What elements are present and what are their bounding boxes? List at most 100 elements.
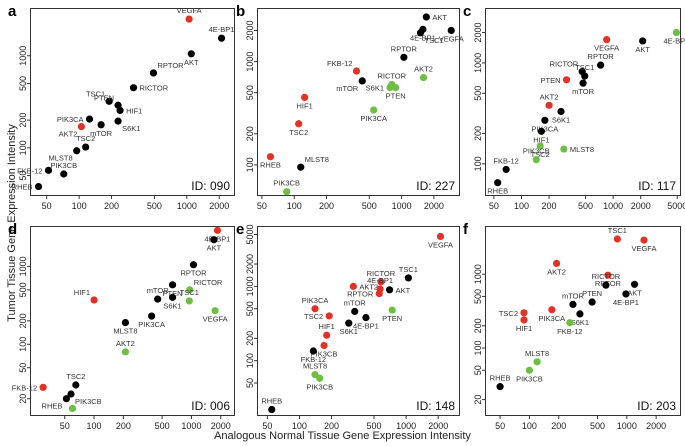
data-label: TSC1	[86, 89, 105, 98]
data-label: AKT	[207, 244, 222, 253]
data-point-vegfa	[211, 307, 219, 315]
data-label: VEGFA	[177, 6, 202, 15]
data-label: AKT	[396, 286, 411, 295]
data-point-4e-bp1	[622, 290, 630, 298]
y-tick-label: 100	[18, 337, 28, 352]
data-point-pik3cb	[532, 156, 540, 164]
data-label: RICTOR	[377, 71, 406, 80]
data-label: AKT2	[540, 92, 559, 101]
data-point-mtor	[154, 295, 162, 303]
y-tick-label: 100	[245, 353, 255, 368]
data-point-pten	[562, 76, 571, 84]
panel-letter-d: d	[8, 221, 18, 238]
panel-id-label: ID: 227	[416, 179, 455, 193]
data-point-tsc2	[520, 309, 528, 317]
data-point-mlst8	[533, 358, 541, 366]
data-point-akt2	[419, 73, 428, 82]
figure-x-axis-label: Analogous Normal Tissue Gene Expression …	[214, 430, 471, 442]
data-point-rictor	[186, 286, 194, 294]
data-label: TSC2	[499, 309, 518, 318]
data-label: VEGFA	[594, 44, 619, 53]
data-label: S6K1	[552, 116, 570, 125]
plot-frame	[257, 8, 460, 196]
x-tick-label: 100	[514, 201, 529, 211]
y-tick-label: 1000	[18, 256, 28, 276]
data-point-hif1	[90, 296, 98, 304]
y-tick-label: 1000	[18, 46, 28, 66]
scatter-panel-f: 50 100 200 500 1000 2000 20 50 100 200 500 1000 TSC1…	[473, 226, 681, 431]
data-label: mTOR	[344, 298, 367, 307]
data-point-s6k1	[576, 310, 584, 318]
data-point-hif1	[323, 331, 331, 339]
y-tick-label: 1000	[245, 52, 255, 72]
data-label: 4E-BP1	[209, 25, 235, 34]
data-point-vegfa	[436, 232, 445, 241]
data-label: VEGFA	[428, 240, 453, 249]
panel-letter-f: f	[463, 221, 468, 238]
data-label: PTEN	[582, 289, 602, 298]
data-label: mTOR	[336, 84, 359, 93]
panel-id-label: ID: 148	[416, 399, 455, 413]
data-point-pik3cb	[60, 170, 68, 178]
data-label: PTEN	[386, 92, 406, 101]
y-tick-label: 200	[245, 331, 255, 346]
data-label: HIF1	[319, 322, 335, 331]
data-label: PIK3CB	[516, 374, 543, 383]
data-label: S6K1	[163, 301, 181, 310]
data-point-akt	[187, 50, 195, 58]
panel-id-label: ID: 090	[191, 179, 230, 193]
data-label: PIK3CA	[138, 320, 165, 329]
data-label: VEGFA	[439, 34, 464, 43]
data-label: AKT2	[359, 282, 378, 291]
data-label: RPTOR	[391, 44, 418, 53]
data-label: VEGFA	[631, 244, 656, 253]
data-point-unlabeled	[68, 404, 77, 413]
panel-letter-c: c	[463, 3, 472, 20]
data-point-rptor	[149, 69, 158, 77]
data-point-vegfa	[640, 236, 648, 244]
data-point-rheb	[34, 182, 43, 191]
data-point-pik3cb	[67, 390, 75, 398]
data-point-fkb-12	[502, 165, 510, 174]
y-tick-label: 1000	[473, 264, 483, 284]
data-label: AKT2	[59, 130, 78, 139]
x-tick-label: 500	[578, 201, 593, 211]
data-point-rptor	[597, 61, 605, 69]
data-label: FKB-12	[17, 166, 42, 175]
data-point-fkb-12	[352, 67, 361, 75]
data-point-pik3ca	[541, 116, 549, 124]
data-label: TSC2	[531, 150, 550, 159]
x-tick-label: 500	[366, 421, 381, 431]
data-label: TSC2	[76, 134, 95, 143]
x-tick-label: 100	[292, 421, 307, 431]
y-tick-label: 5000	[245, 224, 255, 244]
x-tick-label: 1000	[177, 201, 197, 211]
x-tick-label: 100	[287, 201, 302, 211]
x-tick-label: 50	[489, 201, 499, 211]
data-point-4e-bp1	[217, 34, 226, 42]
data-label: PIK3CB	[75, 397, 102, 406]
data-label: PIK3CB	[306, 382, 333, 391]
data-point-hif1	[116, 106, 124, 115]
data-label: PIK3CB	[311, 350, 338, 359]
data-point-tsc2	[82, 143, 90, 151]
scatter-panel-c: 50 100 200 500 1000 2000 5000 100 200 500 1000 2000…	[473, 8, 685, 211]
data-point-rptor	[400, 53, 408, 61]
y-tick-label: 100	[18, 140, 28, 155]
data-point-4e-bp1	[362, 314, 370, 322]
y-tick-label: 200	[245, 126, 255, 141]
data-label: TSC2	[66, 372, 85, 381]
y-tick-label: 50	[245, 378, 255, 388]
y-tick-label: 100	[473, 156, 483, 171]
data-label: 4E-BP1	[410, 33, 436, 42]
data-point-pik3ca	[311, 305, 319, 313]
data-label: MLST8	[49, 154, 73, 163]
data-point-akt	[422, 13, 430, 21]
x-tick-label: 50	[257, 201, 267, 211]
data-point-fkb-12	[309, 347, 317, 355]
data-label: FKB-12	[301, 355, 326, 364]
data-point-mtor	[579, 79, 587, 87]
y-tick-label: 200	[18, 313, 28, 328]
data-point-tsc1	[105, 97, 113, 105]
data-point-rheb	[494, 179, 502, 187]
